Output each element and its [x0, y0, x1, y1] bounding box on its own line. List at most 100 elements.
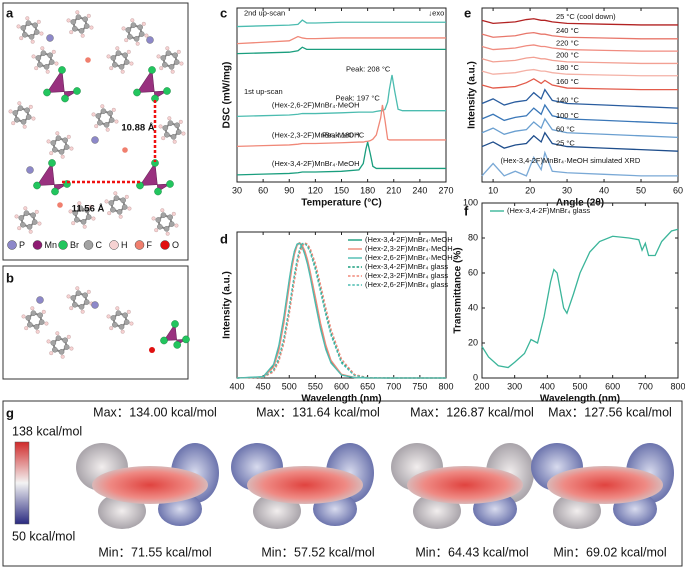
x-tick-label: 120 [308, 185, 323, 195]
atom-h [171, 211, 176, 216]
series-label: 25 °C (cool down) [556, 12, 616, 21]
atom-h [66, 18, 71, 23]
atom-c [116, 209, 123, 215]
atom-h [22, 124, 27, 129]
x-tick-label: 20 [525, 185, 535, 195]
atom-c [83, 23, 90, 29]
atom-h [144, 33, 149, 38]
atom-h [121, 26, 126, 31]
atom-h [71, 221, 76, 226]
atom-h [16, 24, 21, 29]
series-label: 220 °C [556, 38, 580, 47]
atom-c [27, 321, 33, 328]
legend-swatch [7, 240, 17, 250]
legend-swatch [109, 240, 119, 250]
atom-c [84, 207, 90, 214]
atom-h [176, 49, 181, 54]
atom-c [50, 140, 57, 146]
atom-c [110, 55, 117, 61]
atom-h [109, 66, 114, 71]
y-tick-label: 100 [463, 197, 478, 207]
atom-c [18, 215, 25, 221]
atom-h [127, 206, 132, 211]
atom-h [118, 214, 123, 219]
legend-label: (Hex-3,4-2F)MnBr₄ glass [365, 262, 448, 271]
atom-c [37, 61, 43, 68]
atom-h [120, 69, 125, 74]
atom-c [108, 200, 115, 206]
atom-c [160, 55, 167, 61]
data-line [236, 141, 446, 176]
atom-h [135, 41, 140, 46]
atom-h [19, 36, 24, 41]
atom-c [175, 129, 182, 135]
atom-h [54, 61, 59, 66]
atom-h [126, 49, 131, 54]
atom-c [108, 117, 115, 123]
plot-frame [481, 7, 679, 183]
atom-h [104, 199, 109, 204]
data-line [481, 18, 678, 26]
esp-body [407, 466, 523, 504]
atom-h [179, 61, 184, 66]
series-label: (Hex-2,6-2F)MnBr₄·MeOH [272, 101, 360, 110]
atom-c [168, 64, 175, 70]
atom-h [25, 16, 30, 21]
panel-label: a [6, 5, 14, 20]
atom-c [28, 34, 35, 40]
atom-h [109, 326, 114, 331]
atom-h [94, 124, 99, 129]
y-tick-label: 20 [468, 337, 478, 347]
atom-br [58, 66, 66, 74]
atom-c [17, 105, 24, 111]
atom-h [69, 146, 74, 151]
x-tick-label: 650 [360, 381, 375, 391]
atom-h [55, 331, 60, 336]
atom-c [170, 134, 177, 140]
atom-p [36, 296, 44, 304]
data-line [481, 88, 679, 109]
atom-h [46, 139, 51, 144]
annotation: ↓exo [428, 9, 444, 18]
scale-min: 50 kcal/mol [12, 529, 75, 543]
legend-swatch [134, 240, 145, 250]
atom-c [115, 310, 122, 316]
annotation: 2nd up-scan [244, 9, 285, 18]
atom-h [36, 19, 41, 24]
atom-c [62, 337, 68, 344]
data-line [481, 56, 678, 65]
atom-h [66, 334, 71, 339]
x-tick-label: 200 [474, 381, 489, 391]
atom-c [63, 144, 70, 150]
atom-c [110, 206, 116, 213]
atom-h [75, 286, 80, 291]
x-tick-label: 700 [638, 381, 653, 391]
atom-h [69, 306, 74, 311]
x-tick-label: 50 [636, 185, 646, 195]
atom-c [50, 340, 57, 346]
atom-h [141, 21, 146, 26]
mnbr4-tetrahedron [139, 162, 172, 193]
atom-h [69, 30, 74, 35]
atom-h [8, 109, 13, 114]
data-line [481, 103, 679, 125]
x-tick-label: 800 [670, 381, 685, 391]
x-tick-label: 400 [540, 381, 555, 391]
atom-h [124, 38, 129, 43]
data-line [481, 131, 679, 152]
atom-h [41, 309, 46, 314]
atom-br [182, 335, 190, 344]
atom-c [110, 315, 117, 321]
atom-h [34, 66, 39, 71]
atom-c [122, 52, 128, 59]
data-line [481, 228, 679, 369]
atom-c [174, 122, 180, 129]
atom-c [48, 59, 55, 65]
atom-h [80, 309, 85, 314]
atom-c [20, 25, 27, 31]
atom-c [120, 197, 126, 204]
x-tick-label: 60 [673, 185, 683, 195]
atom-c [72, 210, 79, 216]
atom-h [49, 351, 54, 356]
legend-label: Br [70, 240, 79, 250]
